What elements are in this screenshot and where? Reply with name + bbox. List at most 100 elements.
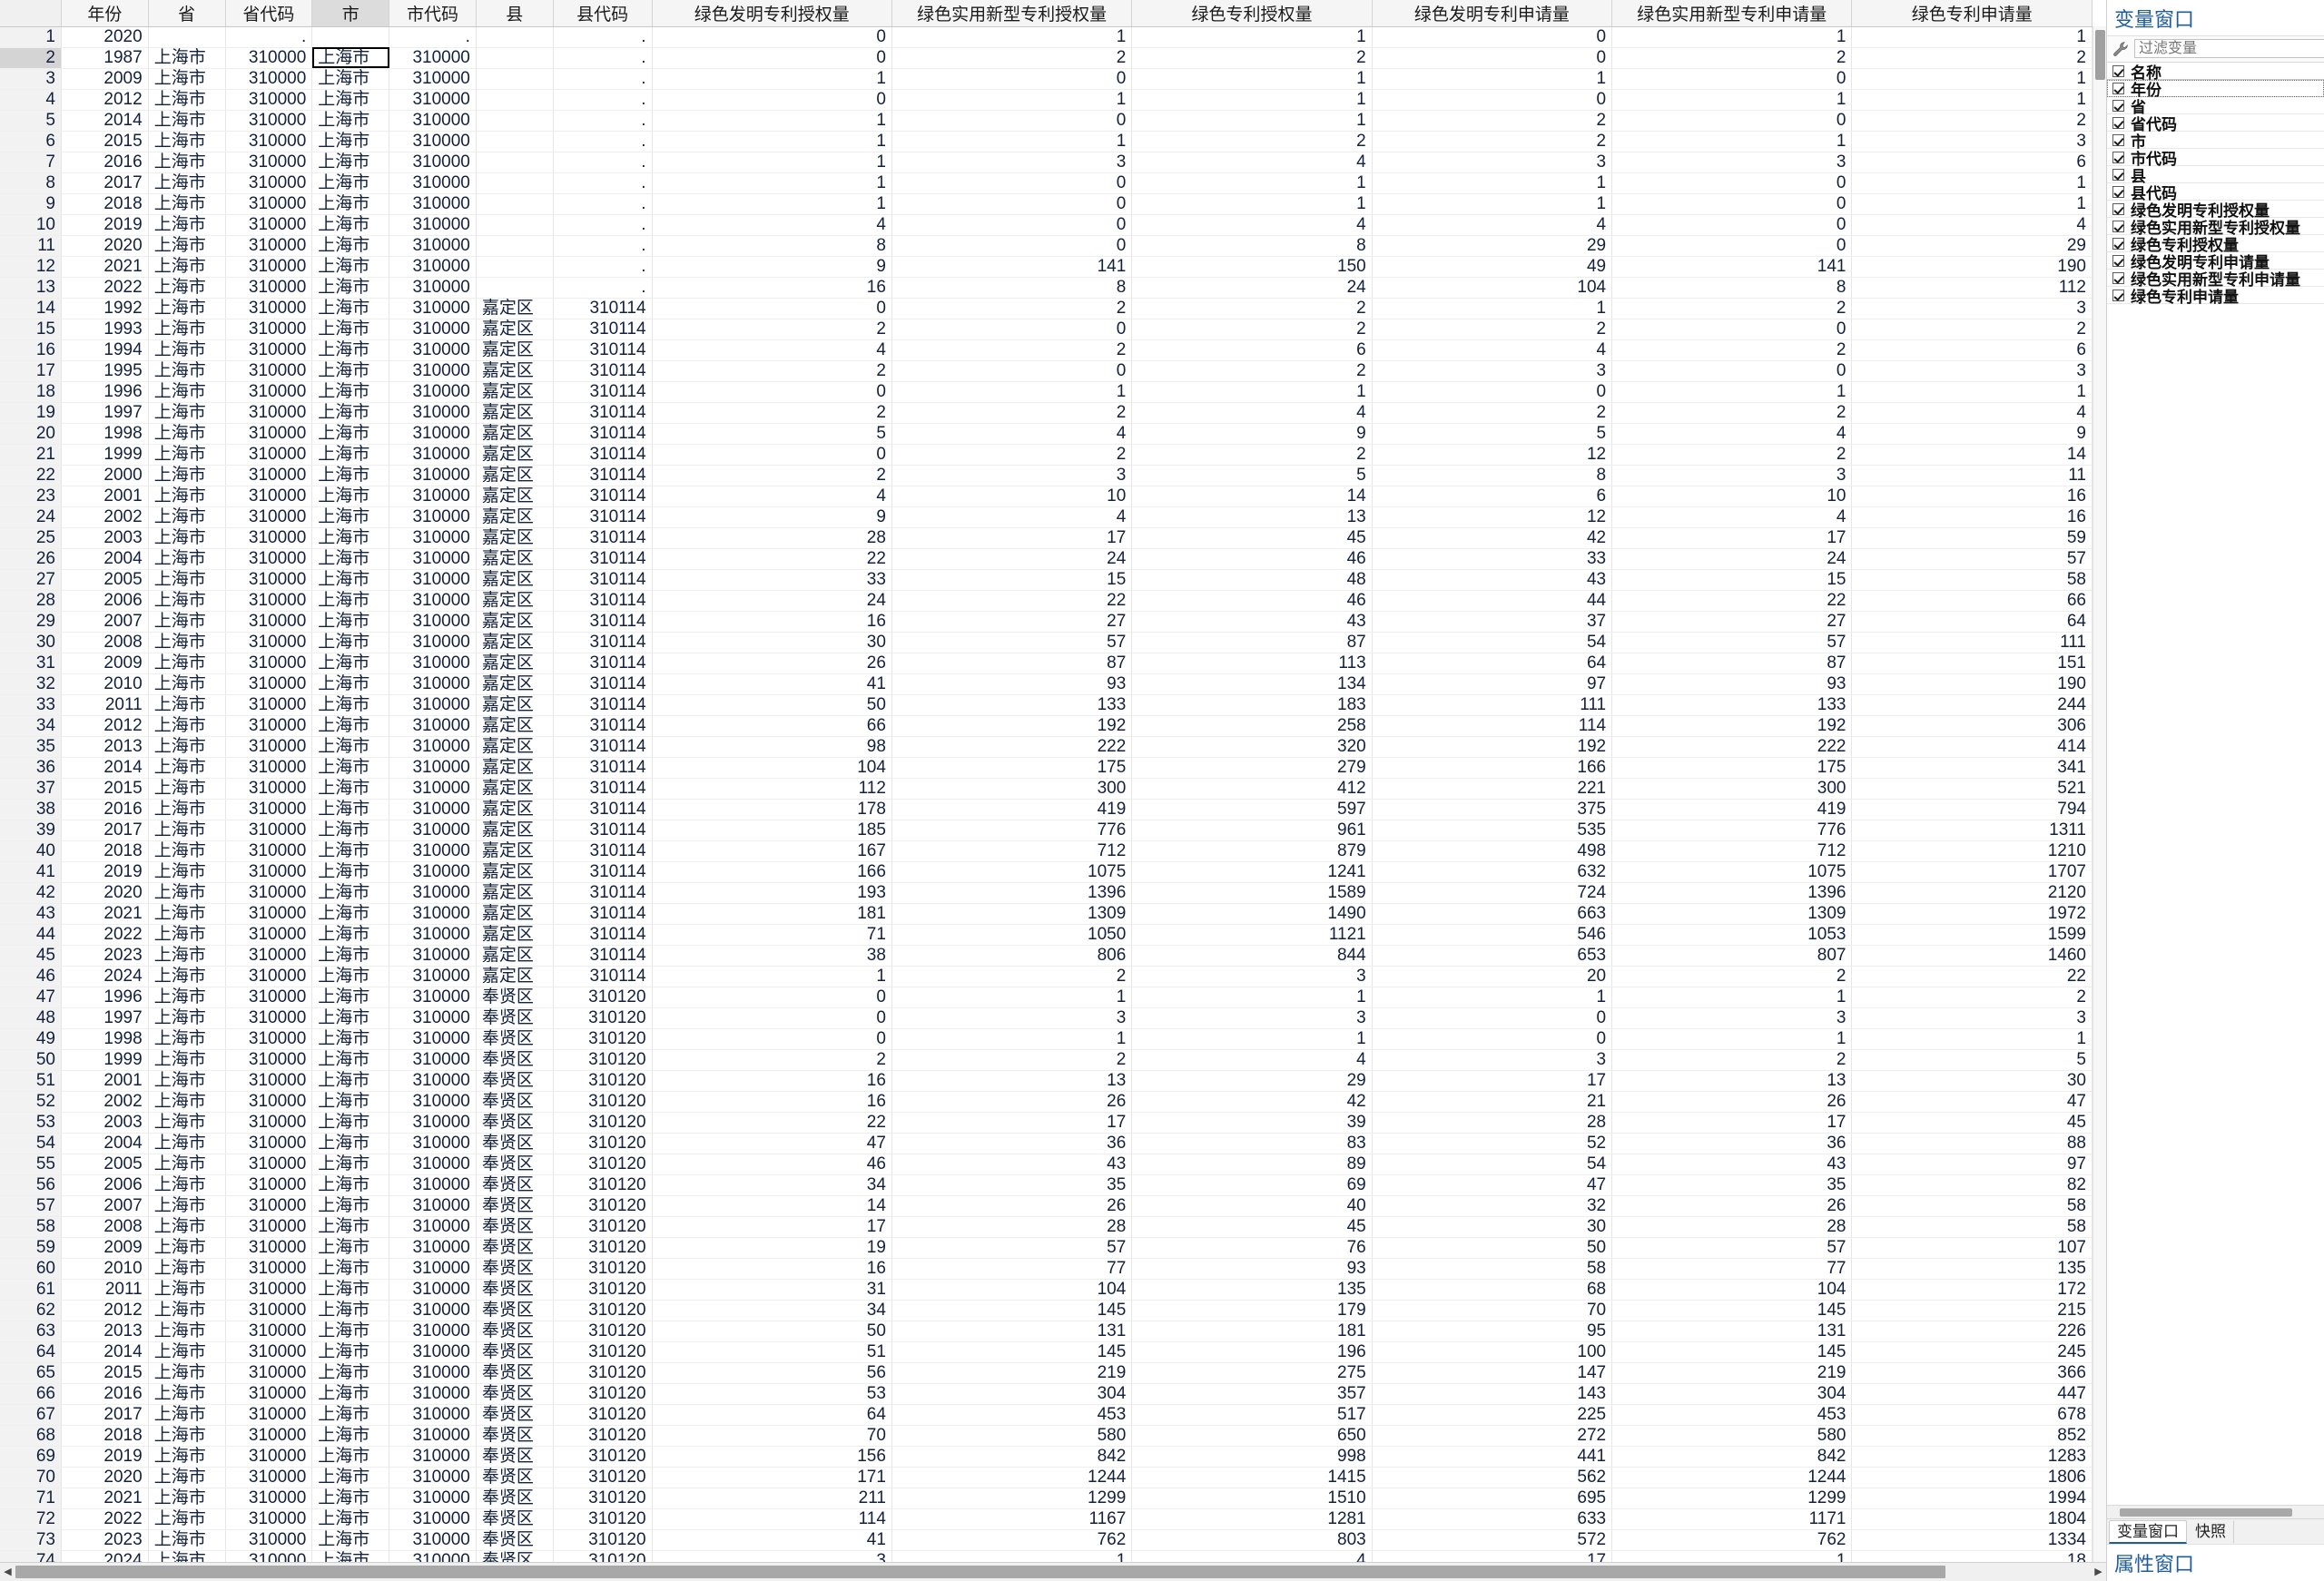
cell-citycode[interactable]: 310000	[389, 506, 477, 528]
cell-city[interactable]: 上海市	[311, 924, 390, 946]
cell-g_grant[interactable]: 3	[1131, 966, 1373, 987]
cell-gi_app[interactable]: 58	[1372, 1258, 1613, 1280]
cell-countycode[interactable]: 310120	[553, 1508, 653, 1530]
cell-countycode[interactable]: 310120	[553, 987, 653, 1008]
cell-g_grant[interactable]: 2	[1131, 319, 1373, 340]
variable-filter-input[interactable]	[2134, 39, 2324, 58]
cell-provcode[interactable]: 310000	[225, 1529, 313, 1551]
cell-g_app[interactable]: 1	[1851, 381, 2093, 403]
cell-gi_grant[interactable]: 66	[652, 715, 892, 737]
cell-gi_grant[interactable]: 64	[652, 1404, 892, 1426]
cell-gu_app[interactable]: 1	[1611, 987, 1853, 1008]
row-number-cell[interactable]: 59	[0, 1237, 62, 1259]
cell-g_app[interactable]: 1	[1851, 193, 2093, 215]
cell-city[interactable]: 上海市	[311, 360, 390, 382]
cell-gu_app[interactable]: 453	[1611, 1404, 1853, 1426]
cell-g_grant[interactable]: 1490	[1131, 903, 1373, 925]
cell-county[interactable]	[476, 110, 554, 132]
cell-g_grant[interactable]: 517	[1131, 1404, 1373, 1426]
cell-gi_app[interactable]: 17	[1372, 1550, 1613, 1562]
cell-gu_app[interactable]: 1	[1611, 1550, 1853, 1562]
cell-gu_grant[interactable]: 93	[891, 673, 1133, 695]
cell-year[interactable]: 2015	[61, 778, 149, 800]
cell-g_grant[interactable]: 275	[1131, 1362, 1373, 1384]
cell-prov[interactable]: 上海市	[148, 506, 226, 528]
table-row[interactable]: 35 2013 上海市 310000 上海市 310000 嘉定区 310114 98 222 32…	[0, 736, 2093, 758]
checkbox-all-icon[interactable]	[2112, 64, 2124, 77]
cell-g_grant[interactable]: 1	[1131, 110, 1373, 132]
cell-countycode[interactable]: 310114	[553, 590, 653, 612]
cell-year[interactable]: 2013	[61, 736, 149, 758]
cell-year[interactable]: 1999	[61, 444, 149, 466]
cell-gu_app[interactable]: 3	[1611, 152, 1853, 173]
row-number-cell[interactable]: 4	[0, 89, 62, 111]
cell-city[interactable]: 上海市	[311, 235, 390, 257]
cell-provcode[interactable]: 310000	[225, 903, 313, 925]
cell-year[interactable]: 2018	[61, 840, 149, 862]
cell-gu_grant[interactable]: 133	[891, 694, 1133, 716]
row-number-cell[interactable]: 46	[0, 966, 62, 987]
cell-gu_app[interactable]: 10	[1611, 486, 1853, 507]
cell-gu_grant[interactable]: 1075	[891, 861, 1133, 883]
cell-gi_app[interactable]: 3	[1372, 1049, 1613, 1071]
cell-gu_grant[interactable]: 1309	[891, 903, 1133, 925]
cell-gi_grant[interactable]: 167	[652, 840, 892, 862]
cell-county[interactable]: 奉贤区	[476, 1049, 554, 1071]
cell-gi_app[interactable]: 114	[1372, 715, 1613, 737]
cell-county[interactable]: 奉贤区	[476, 1341, 554, 1363]
cell-provcode[interactable]: 310000	[225, 736, 313, 758]
cell-provcode[interactable]: 310000	[225, 193, 313, 215]
cell-g_app[interactable]: 852	[1851, 1425, 2093, 1447]
table-row[interactable]: 34 2012 上海市 310000 上海市 310000 嘉定区 310114 66 192 25…	[0, 715, 2093, 737]
cell-county[interactable]: 嘉定区	[476, 924, 554, 946]
cell-gu_grant[interactable]: 0	[891, 235, 1133, 257]
variables-panel-hscrollbar[interactable]	[2107, 1505, 2324, 1518]
table-row[interactable]: 15 1993 上海市 310000 上海市 310000 嘉定区 310114 2 0 2 2 0 2	[0, 319, 2093, 340]
cell-citycode[interactable]: 310000	[389, 1133, 477, 1154]
cell-gi_app[interactable]: 42	[1372, 527, 1613, 549]
cell-year[interactable]: 2014	[61, 1341, 149, 1363]
cell-gu_grant[interactable]: 175	[891, 757, 1133, 779]
cell-gu_grant[interactable]: 3	[891, 465, 1133, 486]
column-header-gi_grant[interactable]: 绿色发明专利授权量	[652, 0, 892, 27]
table-row[interactable]: 63 2013 上海市 310000 上海市 310000 奉贤区 310120 50 131 18…	[0, 1321, 2093, 1342]
cell-gu_app[interactable]: 57	[1611, 632, 1853, 653]
cell-prov[interactable]: 上海市	[148, 861, 226, 883]
cell-provcode[interactable]: 310000	[225, 1321, 313, 1342]
cell-countycode[interactable]: 310114	[553, 402, 653, 424]
cell-countycode[interactable]: 310120	[553, 1091, 653, 1113]
cell-gi_app[interactable]: 47	[1372, 1174, 1613, 1196]
cell-gi_app[interactable]: 1	[1372, 172, 1613, 194]
cell-year[interactable]: 1995	[61, 360, 149, 382]
cell-year[interactable]: 2001	[61, 1070, 149, 1092]
cell-g_grant[interactable]: 181	[1131, 1321, 1373, 1342]
cell-citycode[interactable]: 310000	[389, 1383, 477, 1405]
cell-year[interactable]: 2003	[61, 1112, 149, 1134]
cell-countycode[interactable]: 310114	[553, 381, 653, 403]
cell-gi_grant[interactable]: 4	[652, 214, 892, 236]
cell-countycode[interactable]: .	[553, 110, 653, 132]
row-number-cell[interactable]: 27	[0, 569, 62, 591]
cell-countycode[interactable]: .	[553, 47, 653, 69]
cell-citycode[interactable]: 310000	[389, 172, 477, 194]
table-row[interactable]: 66 2016 上海市 310000 上海市 310000 奉贤区 310120 53 304 35…	[0, 1383, 2093, 1405]
row-number-cell[interactable]: 28	[0, 590, 62, 612]
cell-gu_grant[interactable]: 28	[891, 1216, 1133, 1238]
cell-year[interactable]: 2007	[61, 1195, 149, 1217]
table-row[interactable]: 51 2001 上海市 310000 上海市 310000 奉贤区 310120 16 13 29 1…	[0, 1070, 2093, 1092]
cell-prov[interactable]: 上海市	[148, 1049, 226, 1071]
table-row[interactable]: 42 2020 上海市 310000 上海市 310000 嘉定区 310114 193 1396…	[0, 882, 2093, 904]
cell-g_app[interactable]: 9	[1851, 423, 2093, 445]
cell-prov[interactable]: 上海市	[148, 569, 226, 591]
cell-citycode[interactable]: 310000	[389, 1154, 477, 1175]
cell-year[interactable]: 2012	[61, 1300, 149, 1321]
cell-county[interactable]: 嘉定区	[476, 506, 554, 528]
cell-provcode[interactable]: 310000	[225, 590, 313, 612]
cell-g_app[interactable]: 18	[1851, 1550, 2093, 1562]
row-number-cell[interactable]: 11	[0, 235, 62, 257]
cell-provcode[interactable]: 310000	[225, 423, 313, 445]
cell-city[interactable]: 上海市	[311, 861, 390, 883]
cell-g_grant[interactable]: 1	[1131, 68, 1373, 90]
cell-g_app[interactable]: 135	[1851, 1258, 2093, 1280]
cell-g_grant[interactable]: 13	[1131, 506, 1373, 528]
